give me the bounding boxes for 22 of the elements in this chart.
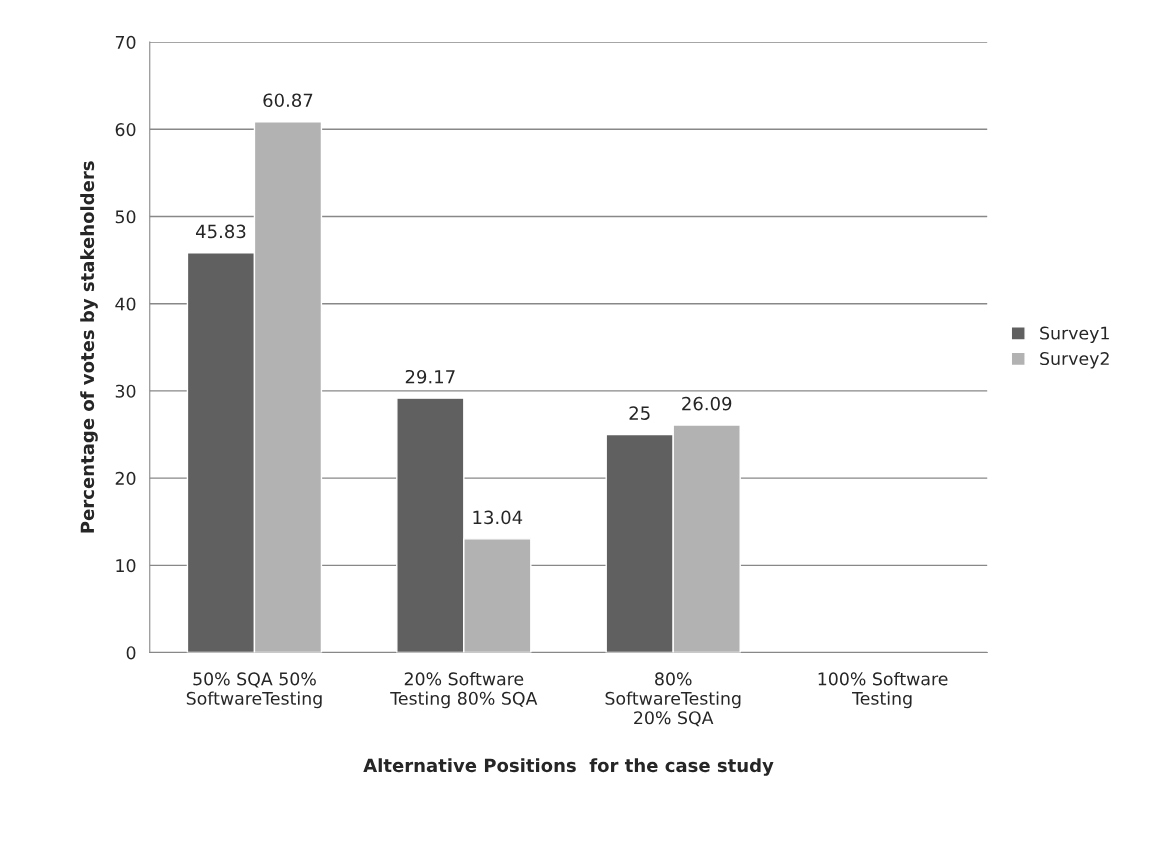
legend-label: Survey2 — [1040, 351, 1109, 369]
data-label: 60.87 — [263, 93, 313, 108]
x-tick-label: 80% SoftwareTesting 20% SQA — [605, 672, 741, 727]
x-tick-label: 50% SQA 50% SoftwareTesting — [186, 672, 322, 709]
y-tick-label: 50 — [115, 210, 136, 224]
data-label: 45.83 — [195, 224, 246, 239]
data-label: 29.17 — [405, 369, 455, 384]
data-label: 25 — [629, 406, 650, 420]
y-tick-label: 40 — [115, 297, 136, 311]
legend-label: Survey1 — [1040, 326, 1109, 343]
x-tick-label: 20% Software Testing 80% SQA — [390, 671, 538, 709]
y-tick-label: 0 — [126, 646, 136, 660]
x-tick-label: 100% Software Testing — [818, 671, 948, 709]
y-axis-title: Percentage of votes by stakeholders — [80, 161, 98, 533]
x-axis-title: Alternative Positions for the case study — [363, 758, 774, 776]
y-tick-label: 20 — [115, 471, 136, 485]
y-tick-label: 30 — [115, 384, 136, 398]
y-tick-label: 10 — [116, 559, 136, 573]
data-label: 13.04 — [473, 510, 523, 525]
data-label: 26.09 — [682, 396, 732, 411]
y-tick-label: 70 — [115, 35, 136, 49]
y-tick-label: 60 — [115, 123, 136, 137]
